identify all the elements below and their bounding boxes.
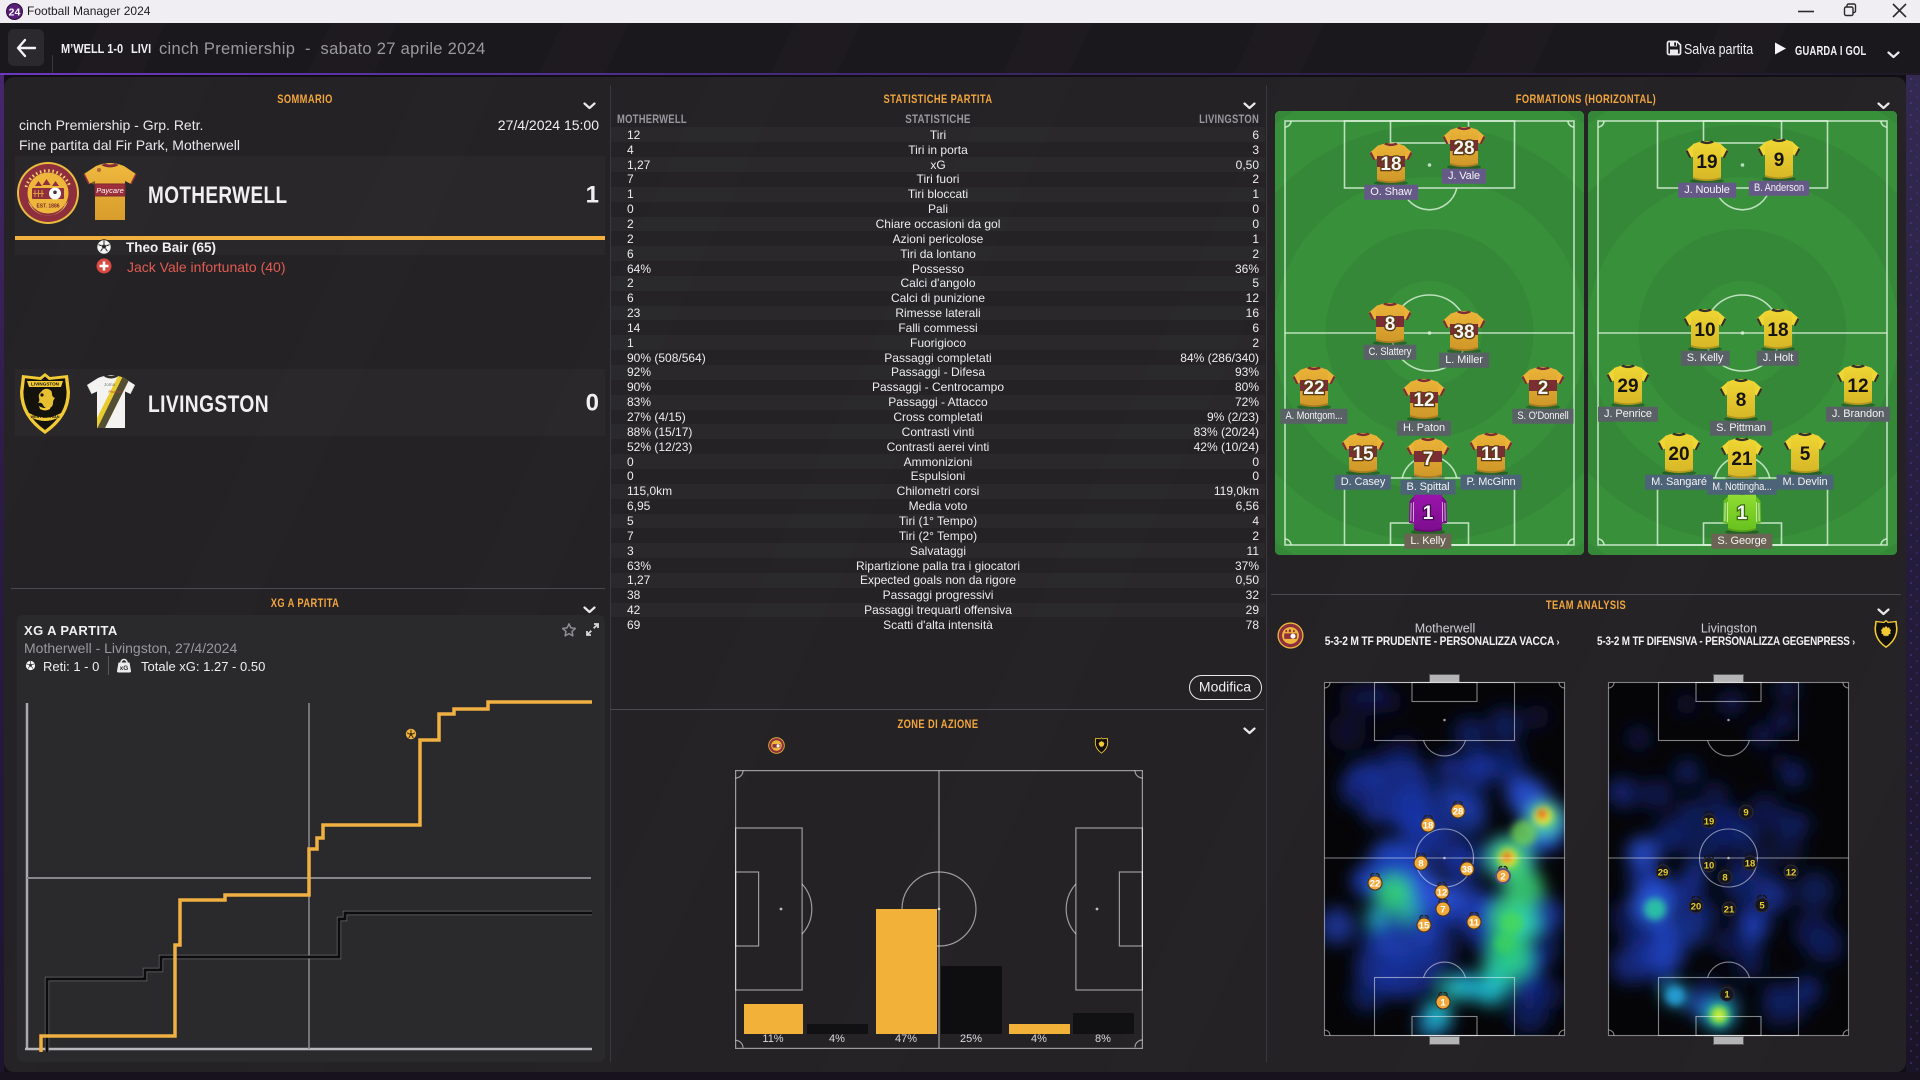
- svg-text:18: 18: [1423, 820, 1434, 831]
- svg-text:1: 1: [1423, 503, 1434, 524]
- svg-text:47%: 47%: [895, 1033, 917, 1045]
- svg-text:24: 24: [9, 7, 21, 19]
- svg-text:21: 21: [1724, 904, 1735, 915]
- svg-text:15: 15: [1419, 920, 1430, 931]
- svg-text:29: 29: [1658, 867, 1669, 878]
- svg-text:8: 8: [1736, 390, 1747, 411]
- svg-text:12: 12: [1413, 390, 1434, 411]
- svg-text:22: 22: [1370, 878, 1381, 889]
- svg-text:10: 10: [1694, 320, 1715, 341]
- svg-text:38: 38: [1453, 322, 1474, 343]
- svg-text:18: 18: [1767, 320, 1788, 341]
- svg-text:4%: 4%: [829, 1033, 845, 1045]
- svg-text:1: 1: [1737, 503, 1748, 524]
- svg-text:22: 22: [1303, 378, 1324, 399]
- svg-text:1: 1: [1440, 997, 1446, 1008]
- svg-text:28: 28: [1453, 138, 1474, 159]
- svg-text:Paycare: Paycare: [96, 186, 124, 195]
- svg-text:8%: 8%: [1095, 1033, 1111, 1045]
- svg-text:10: 10: [1704, 860, 1715, 871]
- svg-text:20: 20: [1691, 901, 1702, 912]
- svg-text:21: 21: [1731, 449, 1753, 470]
- svg-text:Joma: Joma: [104, 382, 116, 387]
- svg-text:8: 8: [1722, 872, 1727, 883]
- svg-text:8: 8: [1385, 314, 1396, 335]
- svg-text:12: 12: [1437, 887, 1448, 898]
- svg-text:4%: 4%: [1031, 1033, 1047, 1045]
- svg-text:19: 19: [1704, 816, 1715, 827]
- svg-text:9: 9: [1774, 150, 1785, 171]
- svg-text:12: 12: [1786, 867, 1797, 878]
- svg-text:11: 11: [1481, 444, 1502, 465]
- svg-text:11%: 11%: [762, 1033, 783, 1045]
- svg-text:18: 18: [1745, 858, 1756, 869]
- svg-text:20: 20: [1668, 444, 1689, 465]
- svg-text:1: 1: [1724, 989, 1730, 1000]
- svg-text:5: 5: [1759, 900, 1765, 911]
- svg-text:Phoenix: Phoenix: [109, 390, 122, 394]
- svg-text:WEST LOTHIAN: WEST LOTHIAN: [31, 415, 60, 419]
- svg-text:38: 38: [1462, 864, 1473, 875]
- svg-text:28: 28: [1453, 806, 1464, 817]
- svg-text:2: 2: [1538, 378, 1549, 399]
- svg-text:18: 18: [1380, 154, 1401, 175]
- svg-text:29: 29: [1617, 376, 1638, 397]
- svg-text:EST. 1886: EST. 1886: [36, 204, 59, 210]
- svg-text:LIVINGSTON: LIVINGSTON: [31, 382, 60, 387]
- svg-text:5: 5: [1800, 444, 1811, 465]
- svg-text:12: 12: [1847, 376, 1868, 397]
- svg-text:11: 11: [1469, 917, 1480, 928]
- svg-text:xG: xG: [120, 665, 129, 672]
- svg-text:7: 7: [1440, 904, 1445, 915]
- svg-text:9: 9: [1743, 807, 1748, 818]
- svg-text:15: 15: [1352, 444, 1374, 465]
- svg-text:19: 19: [1696, 152, 1717, 173]
- svg-text:2: 2: [1500, 871, 1505, 882]
- svg-text:8: 8: [1418, 858, 1423, 869]
- svg-text:25%: 25%: [960, 1033, 982, 1045]
- svg-text:7: 7: [1423, 449, 1434, 470]
